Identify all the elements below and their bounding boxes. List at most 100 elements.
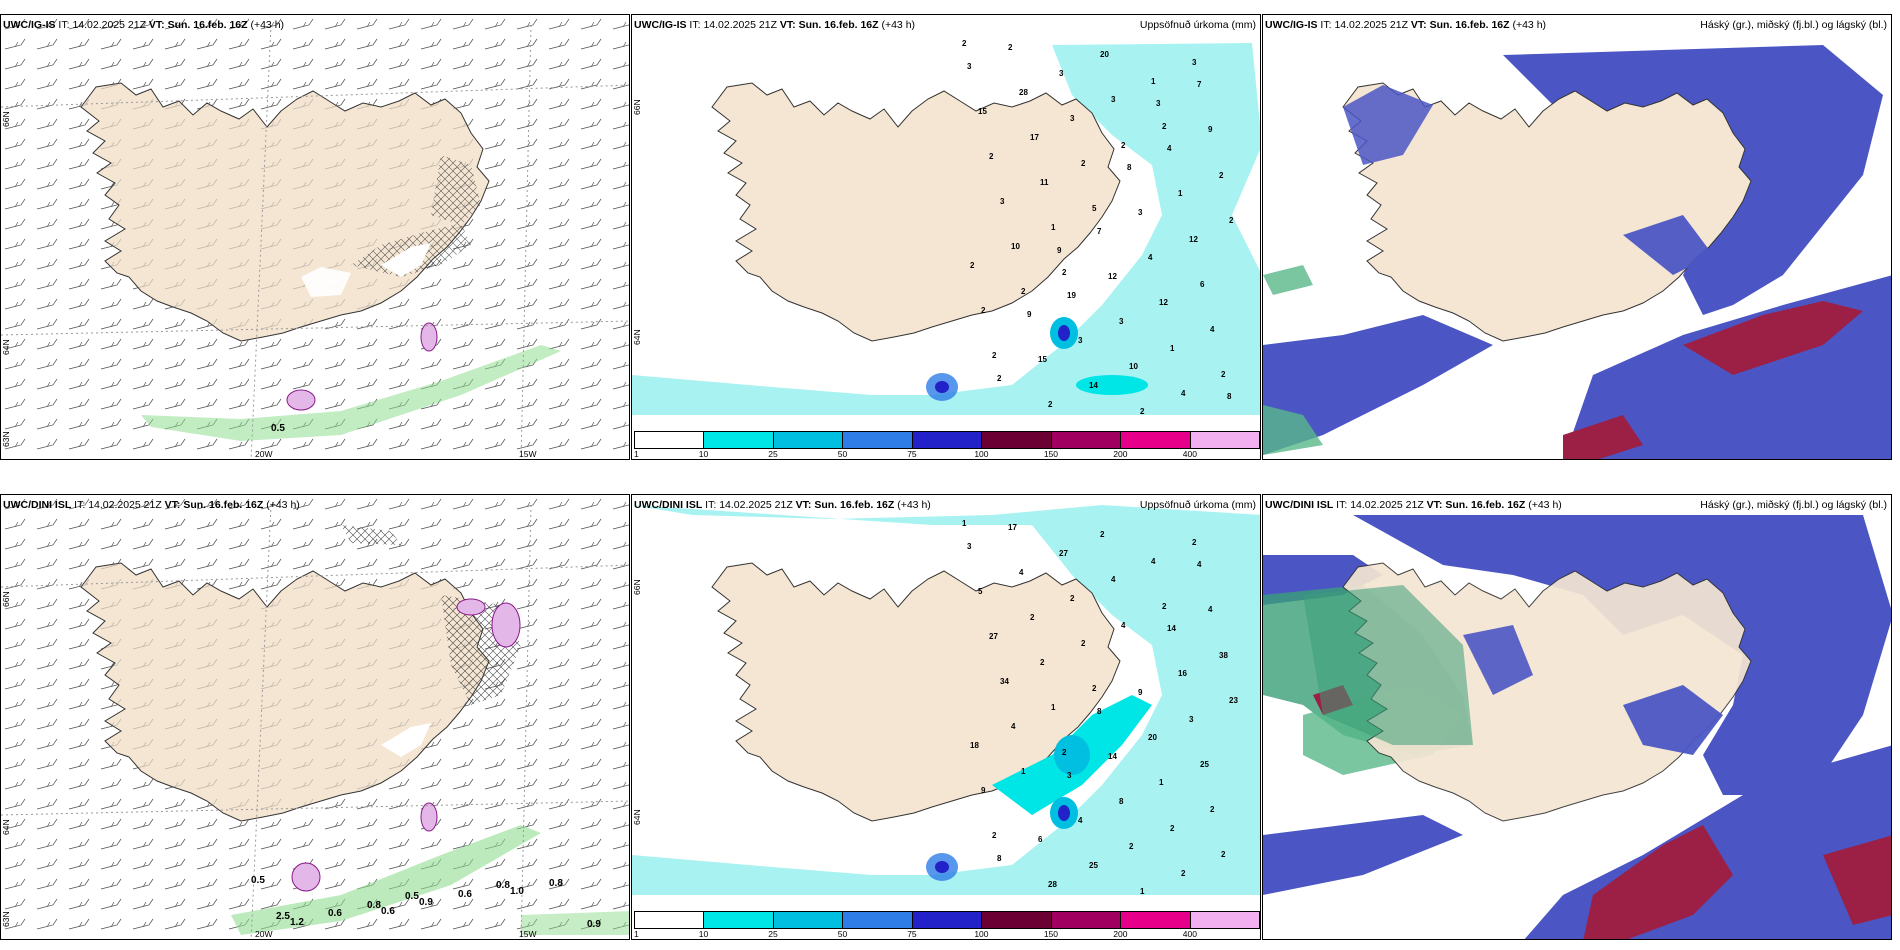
map-precip-dini — [632, 505, 1260, 895]
it-value: 14.02.2025 21Z — [719, 499, 793, 511]
it-value: 14.02.2025 21Z — [1350, 499, 1424, 511]
map-precip-igis — [632, 43, 1260, 415]
map-value: 1 — [1051, 223, 1056, 232]
vt-value: Sun. 16.feb. 16Z — [1445, 499, 1526, 511]
map-value: 4 — [1210, 325, 1215, 334]
vt-label: VT: — [779, 19, 796, 31]
map-clouds-dini — [1263, 515, 1891, 939]
lat-66-label: 66N — [632, 579, 642, 595]
lon-20-label: 20W — [255, 929, 273, 939]
legend-tick: 25 — [768, 449, 778, 459]
map-value: 1 — [1178, 189, 1183, 198]
lat-66-label: 66N — [1, 111, 11, 127]
lead-time: (+43 h) — [250, 19, 285, 31]
map-value: 3 — [1078, 336, 1083, 345]
map-value: 4 — [1121, 621, 1126, 630]
vt-value: Sun. 16.feb. 16Z — [1429, 19, 1510, 31]
map-value: 8 — [1119, 797, 1124, 806]
map-value: 0.8 — [367, 900, 381, 911]
map-value: 2 — [1100, 530, 1105, 539]
panel-igis-clouds: UWC/IG-IS IT: 14.02.2025 21Z VT: Sun. 16… — [1262, 14, 1892, 460]
precip-legend — [634, 431, 1260, 449]
map-value: 2 — [1070, 594, 1075, 603]
map-value: 2 — [981, 306, 986, 315]
map-value: 2 — [1162, 122, 1167, 131]
legend-swatch — [704, 432, 774, 448]
map-value: 2 — [1181, 869, 1186, 878]
snow-value: 0.5 — [271, 423, 285, 434]
legend-tick: 1 — [634, 929, 639, 939]
it-value: 14.02.2025 21Z — [72, 19, 146, 31]
lead-time: (+43 h) — [1512, 19, 1547, 31]
lat-64-label: 64N — [1, 819, 11, 835]
map-value: 3 — [1059, 69, 1064, 78]
map-value: 2 — [1219, 171, 1224, 180]
lon-15-label: 15W — [519, 929, 537, 939]
lat-66-label: 66N — [1, 591, 11, 607]
map-value: 17 — [1030, 133, 1039, 142]
map-value: 1 — [962, 519, 967, 528]
legend-swatch — [1121, 432, 1191, 448]
map-value: 2 — [1062, 748, 1067, 757]
panel-igis-precip: UWC/IG-IS IT: 14.02.2025 21Z VT: Sun. 16… — [631, 14, 1261, 460]
map-value: 4 — [1011, 722, 1016, 731]
lat-66-label: 66N — [632, 99, 642, 115]
it-value: 14.02.2025 21Z — [1334, 19, 1408, 31]
lat-63-label: 63N — [1, 911, 11, 927]
map-value: 20 — [1148, 733, 1157, 742]
map-value: 17 — [1008, 523, 1017, 532]
vt-value: Sun. 16.feb. 16Z — [814, 499, 895, 511]
map-value: 2 — [1081, 639, 1086, 648]
legend-tick: 150 — [1043, 929, 1058, 939]
vt-value: Sun. 16.feb. 16Z — [798, 19, 879, 31]
map-value: 2 — [1221, 370, 1226, 379]
map-value: 5 — [1092, 204, 1097, 213]
map-value: 3 — [1189, 715, 1194, 724]
map-value: 4 — [1181, 389, 1186, 398]
lat-63-label: 63N — [1, 431, 11, 447]
it-label: IT: — [58, 19, 70, 31]
map-value: 18 — [970, 741, 979, 750]
it-label: IT: — [689, 19, 701, 31]
map-value: 2 — [1081, 159, 1086, 168]
legend-swatch — [773, 432, 844, 448]
map-value: 2 — [1008, 43, 1013, 52]
map-value: 6 — [1038, 835, 1043, 844]
map-value: 10 — [1129, 362, 1138, 371]
map-value: 7 — [1197, 80, 1202, 89]
model-name: UWC/DINI ISL — [1265, 499, 1334, 511]
map-value: 2 — [1062, 268, 1067, 277]
legend-swatch — [912, 432, 983, 448]
map-value: 9 — [1138, 688, 1143, 697]
map-value: 16 — [1178, 669, 1187, 678]
legend-tick: 50 — [837, 449, 848, 459]
vt-label: VT: — [795, 499, 812, 511]
map-value: 0.5 — [405, 891, 419, 902]
legend-tick: 50 — [837, 929, 848, 939]
map-value: 38 — [1219, 651, 1228, 660]
legend-swatch — [773, 912, 844, 928]
map-value: 2 — [1048, 400, 1053, 409]
vt-value: Sun. 16.feb. 16Z — [183, 499, 264, 511]
map-value: 8 — [1227, 392, 1232, 401]
map-value: 28 — [1048, 880, 1057, 889]
legend-swatch — [704, 912, 774, 928]
map-value: 2 — [1121, 141, 1126, 150]
it-value: 14.02.2025 21Z — [88, 499, 162, 511]
model-name: UWC/IG-IS — [1265, 19, 1318, 31]
map-value: 8 — [997, 854, 1002, 863]
lat-64-label: 64N — [632, 329, 642, 345]
map-value: 3 — [1067, 771, 1072, 780]
map-value: 27 — [989, 632, 998, 641]
map-value: 1.0 — [510, 886, 524, 897]
map-value: 2 — [997, 374, 1002, 383]
map-value: 1 — [1159, 778, 1164, 787]
map-value: 3 — [1000, 197, 1005, 206]
map-value: 1 — [1170, 344, 1175, 353]
map-value: 0.6 — [458, 889, 472, 900]
map-value: 34 — [1000, 677, 1009, 686]
map-value: 2 — [1021, 287, 1026, 296]
lon-15-label: 15W — [519, 449, 537, 459]
map-value: 0.9 — [587, 919, 601, 930]
map-title: Háský (gr.), miðský (fj.bl.) og lágský (… — [1700, 499, 1887, 511]
